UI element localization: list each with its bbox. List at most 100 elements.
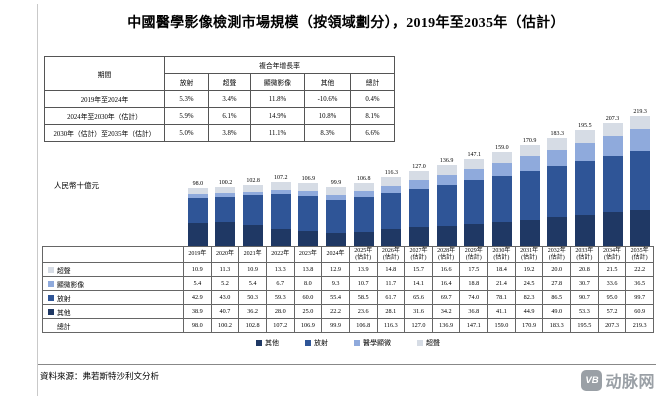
cagr-value-cell: 3.8% xyxy=(208,124,251,142)
bar-segment-超聲 xyxy=(353,182,374,192)
bar-column: 99.9 xyxy=(322,106,350,246)
legend-label: 其他 xyxy=(265,339,279,347)
row-label: 顯微影像 xyxy=(57,281,85,289)
chart-title: 中國醫學影像檢測市場規模（按領域劃分），2019年至2035年（估計） xyxy=(127,16,565,31)
bar-segment-超聲 xyxy=(491,151,512,163)
year-header-cell: 2020年 xyxy=(211,246,240,263)
bar-segment-醫學顯微 xyxy=(574,142,595,161)
value-cell: 17.5 xyxy=(460,263,489,277)
bar-segment-超聲 xyxy=(326,187,347,195)
legend-label: 醫學顯微 xyxy=(363,339,391,347)
value-cell: 34.2 xyxy=(432,305,461,319)
cagr-value-cell: 0.4% xyxy=(350,90,395,108)
year-line-1: 2034年 xyxy=(603,247,622,254)
bar-segment-其他 xyxy=(298,231,319,246)
bar-column: 147.1 xyxy=(460,106,488,246)
bar-stack xyxy=(630,116,651,246)
value-cell: 207.3 xyxy=(598,319,627,333)
bar-stack xyxy=(243,185,264,246)
watermark-logo-icon: VB xyxy=(581,369,603,391)
row-label: 超聲 xyxy=(57,267,71,275)
cagr-value-cell: 8.3% xyxy=(304,124,351,142)
watermark: VB 动脉网 xyxy=(581,368,655,392)
value-cell: 99.7 xyxy=(626,291,654,305)
bar-segment-超聲 xyxy=(298,182,319,192)
bar-total-label: 100.2 xyxy=(218,179,233,186)
bar-stack xyxy=(464,159,485,246)
bar-segment-醫學顯微 xyxy=(187,194,208,198)
year-line-1: 2025年 xyxy=(354,247,373,254)
legend-item: 放射 xyxy=(305,338,328,348)
year-header-cell: 2021年 xyxy=(239,246,267,263)
value-cell: 49.0 xyxy=(543,305,572,319)
bar-segment-放射 xyxy=(602,156,623,213)
bar-segment-其他 xyxy=(574,214,595,246)
series-swatch xyxy=(48,280,54,287)
value-cell: 59.3 xyxy=(266,291,295,305)
value-cell: 14.1 xyxy=(405,277,433,291)
value-cell: 27.8 xyxy=(543,277,572,291)
row-label: 放射 xyxy=(57,295,71,303)
value-cell: 10.7 xyxy=(349,277,378,291)
value-cell: 116.3 xyxy=(377,319,406,333)
bar-stack xyxy=(187,188,208,246)
value-cell: 20.0 xyxy=(543,263,572,277)
bar-segment-放射 xyxy=(187,197,208,223)
bar-column: 136.9 xyxy=(433,106,461,246)
series-swatch xyxy=(48,308,54,315)
bar-column: 116.3 xyxy=(378,106,406,246)
bar-segment-超聲 xyxy=(519,144,540,157)
legend-item: 醫學顯微 xyxy=(354,338,391,348)
value-cell: 16.6 xyxy=(432,263,461,277)
bar-segment-醫學顯微 xyxy=(436,174,457,185)
value-cell: 78.1 xyxy=(488,291,516,305)
year-line-2: (估計) xyxy=(382,254,399,261)
bar-segment-其他 xyxy=(464,224,485,246)
bar-column: 219.3 xyxy=(626,106,654,246)
value-cell: 86.5 xyxy=(543,291,572,305)
value-cell: 12.9 xyxy=(322,263,350,277)
year-header-cell: 2032年 (估計) xyxy=(543,246,572,263)
year-line-2: (估計) xyxy=(576,254,593,261)
value-cell: 13.9 xyxy=(349,263,378,277)
value-cell: 33.6 xyxy=(598,277,627,291)
value-cell: 36.5 xyxy=(626,277,654,291)
value-cell: 5.4 xyxy=(239,277,267,291)
bar-segment-超聲 xyxy=(436,165,457,175)
value-cell: 74.0 xyxy=(460,291,489,305)
value-cell: 20.8 xyxy=(571,263,599,277)
value-cell: 195.5 xyxy=(571,319,599,333)
bar-total-label: 147.1 xyxy=(467,152,482,159)
bar-total-label: 116.3 xyxy=(384,170,398,177)
year-line-1: 2027年 xyxy=(409,247,428,254)
bar-segment-醫學顯微 xyxy=(547,149,568,166)
value-cell: 31.6 xyxy=(405,305,433,319)
bar-segment-其他 xyxy=(408,227,429,246)
bar-stack xyxy=(574,130,595,246)
row-label: 總計 xyxy=(57,323,71,331)
bar-segment-超聲 xyxy=(215,186,236,194)
bar-stack xyxy=(519,144,540,246)
year-line-2: (估計) xyxy=(355,254,372,261)
value-cell: 170.9 xyxy=(515,319,544,333)
year-header-cell: 2022年 xyxy=(266,246,295,263)
bar-segment-其他 xyxy=(326,232,347,246)
year-line-1: 2029年 xyxy=(464,247,483,254)
year-header-cell: 2024年 xyxy=(322,246,350,263)
divider-line xyxy=(38,364,656,365)
bar-segment-放射 xyxy=(574,160,595,215)
value-cell: 136.9 xyxy=(432,319,461,333)
value-cell: 21.5 xyxy=(598,263,627,277)
value-cell: 65.6 xyxy=(405,291,433,305)
bar-segment-其他 xyxy=(381,229,402,246)
bar-segment-超聲 xyxy=(243,185,264,192)
bar-stack xyxy=(353,182,374,246)
value-cell: 10.9 xyxy=(239,263,267,277)
value-cell: 28.0 xyxy=(266,305,295,319)
value-cell: 10.9 xyxy=(184,263,212,277)
value-cell: 11.7 xyxy=(377,277,406,291)
value-cell: 5.4 xyxy=(184,277,212,291)
bar-segment-醫學顯微 xyxy=(243,191,264,195)
bar-segment-醫學顯微 xyxy=(353,191,374,198)
